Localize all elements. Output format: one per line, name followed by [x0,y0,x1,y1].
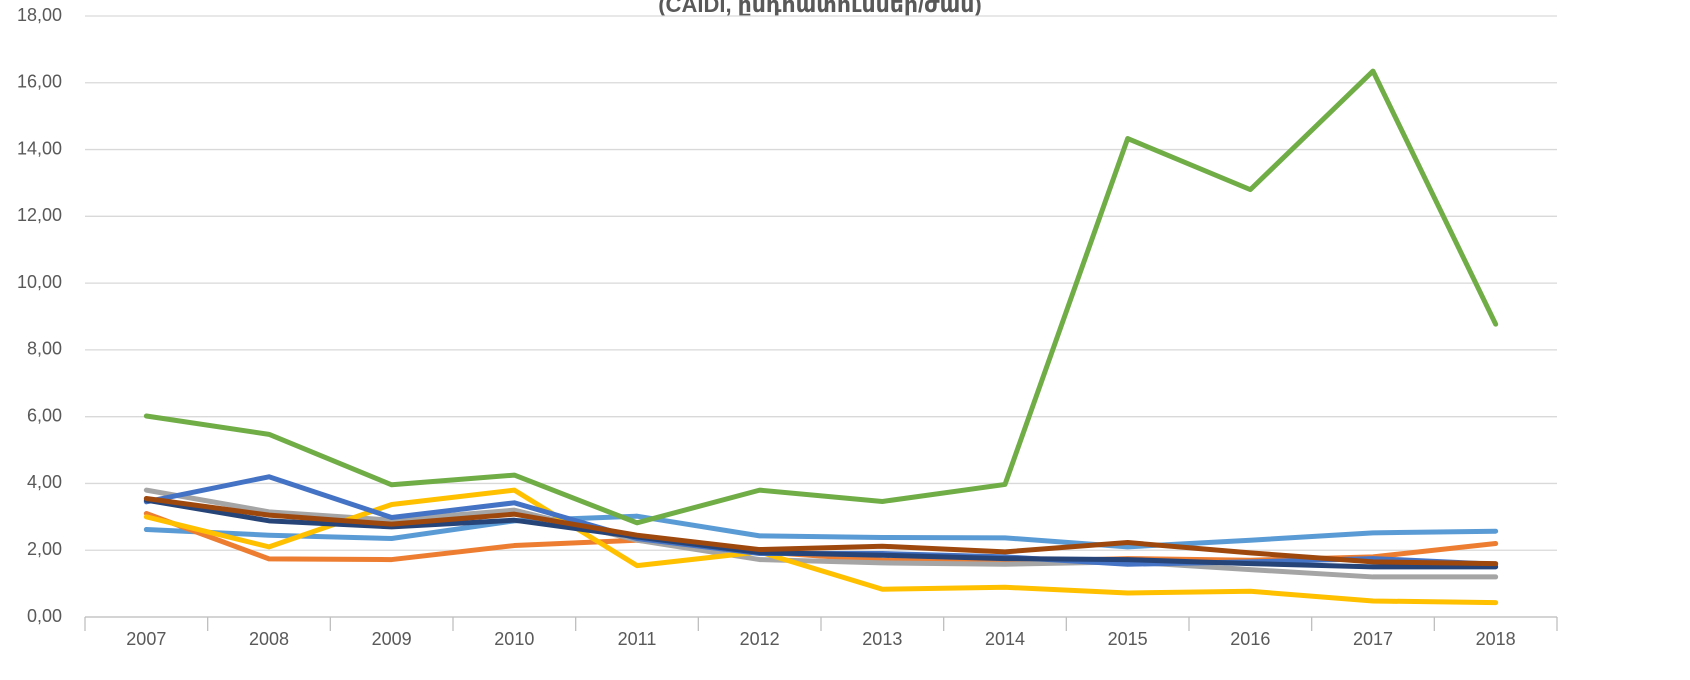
y-tick-label: 14,00 [17,138,62,158]
y-tick-label: 10,00 [17,272,62,292]
y-tick-label: 18,00 [17,5,62,25]
x-tick-label: 2011 [618,629,657,649]
x-tick-label: 2016 [1230,629,1270,649]
x-tick-label: 2010 [494,629,534,649]
series-line [143,495,1499,567]
chart-title: (CAIDI, ընդհատումներ/ժամ) [658,0,982,17]
y-tick-label: 8,00 [27,339,62,359]
x-tick-label: 2012 [740,629,780,649]
x-tick-label: 2013 [862,629,902,649]
x-tick-label: 2015 [1108,629,1148,649]
y-tick-label: 2,00 [27,539,62,559]
series-line [143,513,1499,550]
x-tick-label: 2017 [1353,629,1393,649]
y-tick-label: 0,00 [27,606,62,626]
x-tick-label: 2014 [985,629,1025,649]
x-tick-label: 2008 [249,629,289,649]
y-tick-label: 4,00 [27,472,62,492]
x-tick-label: 2009 [372,629,412,649]
x-tick-label: 2018 [1476,629,1516,649]
series-line [143,487,1499,580]
y-tick-label: 12,00 [17,205,62,225]
y-tick-label: 6,00 [27,405,62,425]
y-tick-label: 16,00 [17,72,62,92]
x-tick-label: 2007 [126,629,166,649]
series-line [143,68,1499,526]
series-line [143,497,1499,570]
